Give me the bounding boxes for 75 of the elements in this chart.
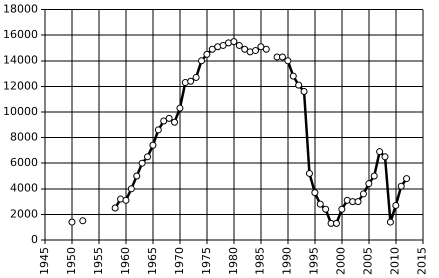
point bbox=[295, 82, 302, 89]
point bbox=[278, 53, 286, 60]
point bbox=[182, 79, 189, 86]
point bbox=[112, 204, 119, 212]
y-tick-label: 16000 bbox=[2, 28, 38, 42]
point bbox=[166, 114, 173, 122]
x-tick-label: 1965 bbox=[146, 247, 159, 276]
point bbox=[160, 117, 168, 124]
point bbox=[171, 118, 178, 126]
point bbox=[122, 196, 130, 204]
x-tick-label: 2000 bbox=[334, 247, 348, 276]
point bbox=[187, 78, 194, 85]
point bbox=[365, 180, 372, 188]
point bbox=[208, 46, 216, 53]
point bbox=[376, 148, 384, 156]
point bbox=[198, 57, 206, 64]
point bbox=[203, 50, 210, 58]
x-tick-label: 1960 bbox=[118, 247, 132, 276]
point bbox=[236, 42, 243, 49]
point bbox=[306, 170, 313, 177]
point bbox=[300, 88, 308, 96]
point bbox=[398, 182, 405, 190]
point bbox=[322, 206, 330, 213]
point bbox=[220, 42, 227, 49]
point bbox=[360, 190, 367, 198]
x-tick-label: 1970 bbox=[172, 247, 186, 276]
point bbox=[316, 200, 324, 208]
x-tick-label: 1945 bbox=[38, 247, 51, 276]
point bbox=[133, 172, 140, 180]
point bbox=[311, 189, 318, 196]
point bbox=[290, 72, 297, 80]
point bbox=[79, 217, 86, 224]
point bbox=[338, 206, 346, 213]
point bbox=[154, 126, 162, 134]
x-tick-label: 1995 bbox=[308, 247, 321, 276]
point bbox=[257, 43, 264, 50]
point bbox=[392, 202, 400, 209]
point bbox=[68, 218, 76, 226]
x-tick-label: 2015 bbox=[416, 247, 429, 276]
point bbox=[241, 46, 248, 53]
x-tick-label: 1975 bbox=[200, 247, 213, 276]
point bbox=[225, 39, 232, 46]
point bbox=[252, 47, 259, 54]
x-tick-label: 1980 bbox=[226, 247, 240, 276]
point bbox=[370, 172, 378, 180]
y-tick-label: 8000 bbox=[10, 130, 38, 144]
y-tick-label: 2000 bbox=[10, 207, 38, 220]
point bbox=[149, 142, 156, 149]
y-tick-label: 18000 bbox=[2, 2, 38, 16]
y-tick-label: 4000 bbox=[10, 182, 38, 195]
point bbox=[192, 74, 200, 81]
x-tick-label: 1950 bbox=[64, 247, 78, 276]
y-tick-label: 10000 bbox=[2, 104, 38, 118]
y-tick-label: 0 bbox=[30, 232, 38, 246]
x-tick-label: 2010 bbox=[388, 247, 402, 276]
y-tick-label: 12000 bbox=[2, 79, 38, 92]
x-tick-label: 1990 bbox=[280, 247, 294, 276]
point bbox=[382, 153, 389, 160]
point bbox=[386, 218, 394, 226]
point bbox=[138, 160, 146, 167]
y-tick-label: 6000 bbox=[10, 156, 38, 170]
x-tick-label: 2005 bbox=[362, 247, 375, 276]
point bbox=[176, 104, 184, 112]
x-tick-label: 1955 bbox=[92, 247, 105, 276]
point bbox=[354, 198, 362, 206]
x-tick-label: 1985 bbox=[254, 247, 267, 276]
point bbox=[230, 38, 238, 46]
point bbox=[284, 57, 292, 64]
y-tick-label: 14000 bbox=[2, 54, 38, 67]
point bbox=[403, 175, 410, 182]
point bbox=[128, 185, 135, 192]
point bbox=[262, 46, 270, 53]
point bbox=[332, 220, 340, 227]
point bbox=[117, 196, 124, 203]
point bbox=[144, 153, 152, 160]
